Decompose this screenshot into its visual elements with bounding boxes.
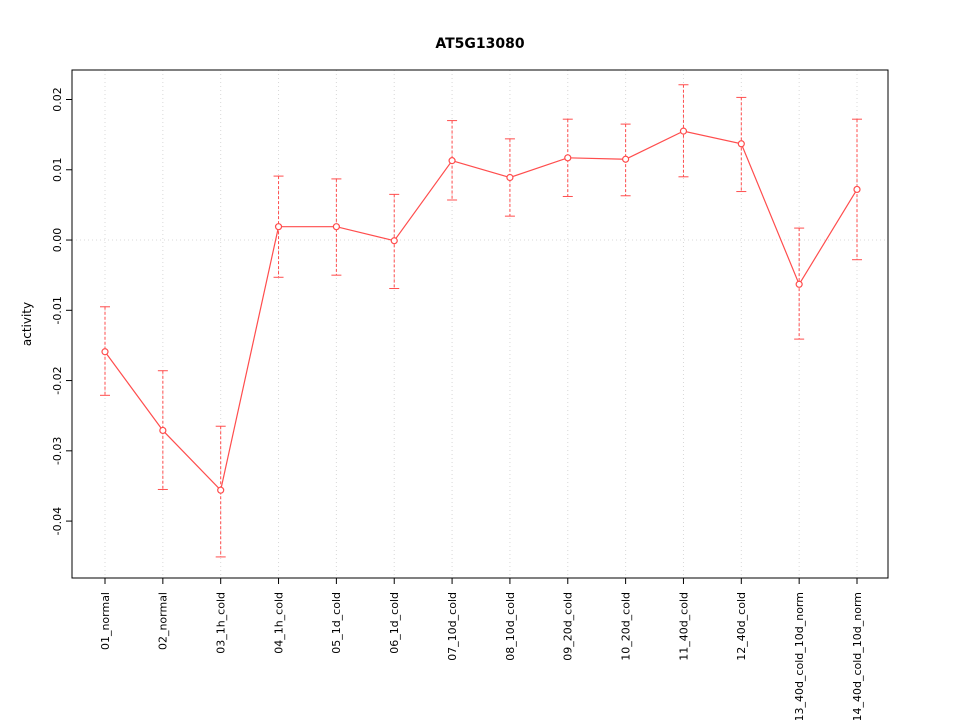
data-point	[101, 348, 109, 356]
x-tick-label: 12_40d_cold	[735, 592, 748, 661]
data-point	[564, 154, 572, 162]
data-point	[159, 426, 167, 435]
data-point	[332, 223, 340, 231]
y-tick-label: 0.01	[51, 158, 64, 183]
x-tick-label: 11_40d_cold	[677, 592, 690, 661]
x-tick-label: 02_normal	[157, 592, 170, 650]
y-tick-label: -0.02	[51, 366, 64, 394]
y-tick-label: -0.03	[51, 437, 64, 465]
y-tick-label: 0.00	[51, 228, 64, 253]
x-tick-label: 04_1h_cold	[272, 592, 285, 654]
data-point	[217, 486, 225, 494]
data-point	[390, 237, 398, 245]
x-tick-label: 01_normal	[99, 592, 112, 650]
x-tick-label: 09_20d_cold	[562, 592, 575, 661]
data-point	[448, 157, 456, 165]
series-line	[104, 130, 858, 492]
data-point	[853, 185, 861, 194]
data-point	[679, 127, 688, 135]
data-point	[795, 280, 803, 288]
data-point	[737, 140, 745, 148]
y-tick-label: 0.02	[51, 87, 64, 112]
x-tick-label: 13_40d_cold_10d_norm	[793, 592, 806, 720]
chart-title: AT5G13080	[435, 36, 525, 52]
plot-border	[71, 69, 889, 579]
data-point	[622, 155, 630, 163]
y-tick-label: -0.01	[51, 296, 64, 324]
y-tick-label: -0.04	[51, 507, 64, 535]
x-tick-label: 08_10d_cold	[504, 592, 517, 661]
x-tick-label: 03_1h_cold	[215, 592, 228, 654]
x-tick-label: 05_1d_cold	[330, 592, 343, 654]
x-tick-label: 10_20d_cold	[619, 592, 632, 661]
x-tick-label: 06_1d_cold	[388, 592, 401, 654]
x-tick-label: 07_10d_cold	[446, 592, 459, 661]
x-tick-label: 14_40d_cold_10d_norm	[851, 592, 864, 720]
data-point	[506, 173, 514, 182]
data-point	[274, 223, 283, 231]
